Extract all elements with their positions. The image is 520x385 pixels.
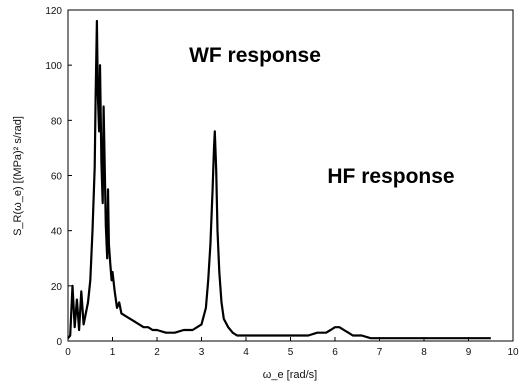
x-tick-label: 5 bbox=[288, 347, 294, 358]
y-tick-label: 0 bbox=[56, 337, 62, 348]
y-tick-label: 100 bbox=[45, 61, 62, 72]
x-tick-label: 4 bbox=[243, 347, 249, 358]
y-tick-label: 40 bbox=[51, 227, 63, 238]
x-tick-label: 10 bbox=[507, 347, 519, 358]
x-axis-label: ω_e [rad/s] bbox=[263, 369, 317, 381]
x-tick-label: 6 bbox=[332, 347, 338, 358]
x-tick-label: 8 bbox=[421, 347, 427, 358]
x-tick-label: 2 bbox=[154, 347, 160, 358]
y-tick-label: 20 bbox=[51, 282, 63, 293]
y-tick-label: 60 bbox=[51, 172, 63, 183]
x-tick-label: 7 bbox=[377, 347, 383, 358]
y-tick-label: 120 bbox=[45, 6, 62, 17]
y-tick-label: 80 bbox=[51, 116, 63, 127]
y-tick-layer: 0 20 40 60 80 100 120 bbox=[45, 6, 72, 348]
y-axis-label: S_R(ω_e) [(MPa)² s/rad] bbox=[12, 116, 24, 236]
x-tick-label: 9 bbox=[466, 347, 472, 358]
x-tick-label: 1 bbox=[110, 347, 116, 358]
response-curve-layer bbox=[67, 19, 491, 340]
annotation-hf-response: HF response bbox=[327, 165, 454, 188]
x-tick-label: 0 bbox=[65, 347, 71, 358]
spectrum-series-line bbox=[67, 19, 491, 340]
annotation-wf-response: WF response bbox=[189, 44, 321, 67]
x-tick-layer: 0 1 2 3 4 5 6 7 8 9 10 bbox=[65, 337, 519, 358]
x-tick-label: 3 bbox=[199, 347, 205, 358]
